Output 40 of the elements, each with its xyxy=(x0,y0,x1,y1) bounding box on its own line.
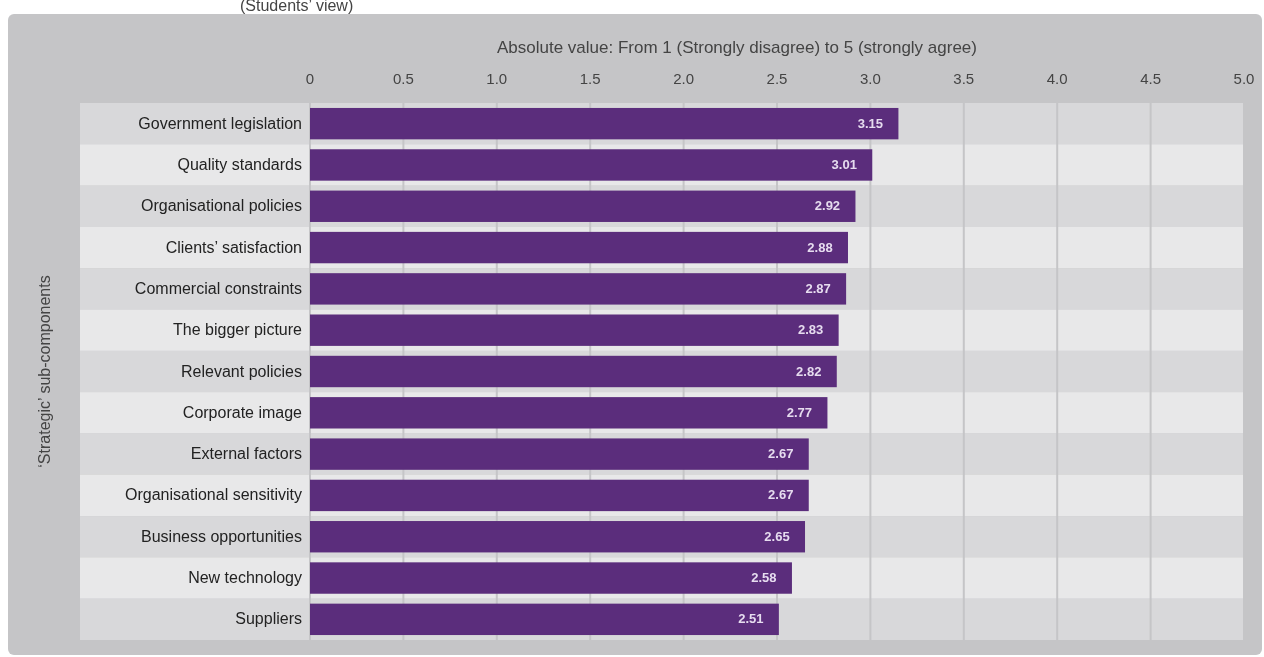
y-tick-label: External factors xyxy=(190,445,302,463)
x-tick-label: 4.5 xyxy=(1140,70,1162,87)
x-tick-label: 1.5 xyxy=(579,70,601,87)
y-axis-title: ‘Strategic’ sub-components xyxy=(36,275,53,468)
data-label: 2.67 xyxy=(768,446,794,462)
y-tick-label: Quality standards xyxy=(177,155,302,173)
y-tick-label: Corporate image xyxy=(182,403,303,421)
x-tick-label: 2.0 xyxy=(673,70,695,87)
data-label: 2.83 xyxy=(797,322,824,338)
data-label: 2.88 xyxy=(807,239,833,255)
data-label: 3.01 xyxy=(831,156,857,172)
y-tick-label: Clients’ satisfaction xyxy=(165,238,302,256)
y-tick-label: Relevant policies xyxy=(181,362,302,380)
x-tick-label: 0.5 xyxy=(392,70,414,87)
data-label: 2.87 xyxy=(805,280,831,296)
data-label: 2.67 xyxy=(768,487,794,503)
data-label: 2.77 xyxy=(786,404,813,420)
y-tick-label: Organisational sensitivity xyxy=(125,486,302,504)
chart-subtitle: (Students’ view) xyxy=(240,0,354,14)
data-label: 2.51 xyxy=(738,611,764,627)
x-tick-label: 3.0 xyxy=(859,70,881,87)
data-label: 3.15 xyxy=(857,115,884,131)
data-label: 2.58 xyxy=(751,570,777,586)
y-tick-label: Commercial constraints xyxy=(134,279,302,297)
y-tick-label: New technology xyxy=(188,569,302,587)
x-tick-label: 1.0 xyxy=(486,70,508,87)
y-tick-label: Organisational policies xyxy=(141,197,302,215)
y-tick-label: Suppliers xyxy=(235,610,302,628)
y-tick-label: Government legislation xyxy=(138,114,302,132)
data-label: 2.82 xyxy=(796,363,822,379)
x-tick-label: 3.5 xyxy=(953,70,975,87)
x-tick-label: 5.0 xyxy=(1233,70,1255,87)
x-tick-label: 0 xyxy=(305,70,315,87)
data-label: 2.65 xyxy=(764,528,790,544)
x-tick-label: 2.5 xyxy=(766,70,788,87)
y-tick-label: Business opportunities xyxy=(141,527,302,545)
y-tick-label: The bigger picture xyxy=(173,321,303,339)
x-tick-label: 4.0 xyxy=(1046,70,1068,87)
data-label: 2.92 xyxy=(814,198,841,214)
x-axis-title: Absolute value: From 1 (Strongly disagree) to 5 (strongly agree) xyxy=(496,38,978,57)
